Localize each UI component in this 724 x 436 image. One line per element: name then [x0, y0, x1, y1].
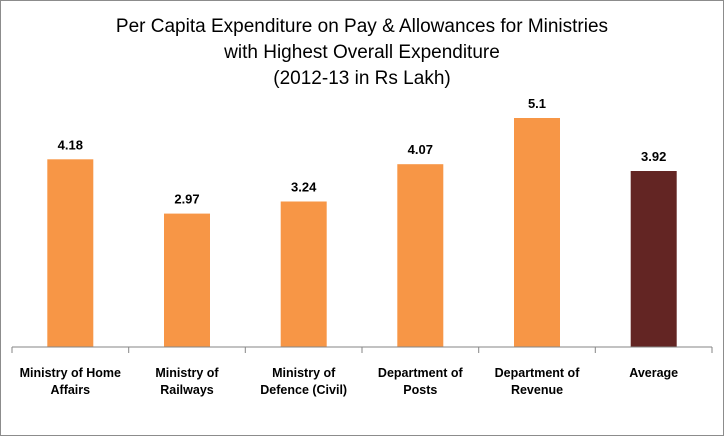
- bar-4: [514, 118, 560, 347]
- chart-title-line-3: (2012-13 in Rs Lakh): [273, 68, 451, 89]
- category-label-0-0: Ministry of Home: [20, 366, 121, 380]
- category-label-1-1: Railways: [160, 383, 214, 397]
- category-label-4-1: Revenue: [511, 383, 563, 397]
- data-label-0: 4.18: [58, 137, 83, 152]
- category-label-2-0: Ministry of: [272, 366, 336, 380]
- category-label-1-0: Ministry of: [155, 366, 219, 380]
- category-label-4-0: Department of: [495, 366, 581, 380]
- data-label-5: 3.92: [641, 149, 666, 164]
- chart-title: Per Capita Expenditure on Pay & Allowanc…: [0, 14, 724, 92]
- category-label-3-1: Posts: [403, 383, 437, 397]
- category-label-5-0: Average: [629, 366, 678, 380]
- category-label-2-1: Defence (Civil): [260, 383, 347, 397]
- data-label-1: 2.97: [174, 192, 199, 207]
- data-label-2: 3.24: [291, 180, 317, 195]
- chart-title-line-2: with Highest Overall Expenditure: [224, 42, 500, 63]
- data-label-3: 4.07: [408, 142, 433, 157]
- chart-title-line-1: Per Capita Expenditure on Pay & Allowanc…: [115, 16, 609, 37]
- bar-2: [280, 201, 327, 347]
- category-label-0-1: Affairs: [51, 383, 91, 397]
- bar-0: [47, 159, 94, 347]
- data-label-4: 5.1: [528, 96, 546, 111]
- bar-1: [164, 213, 210, 347]
- bar-3: [397, 164, 444, 347]
- bar-5: [630, 171, 677, 347]
- category-label-3-0: Department of: [378, 366, 464, 380]
